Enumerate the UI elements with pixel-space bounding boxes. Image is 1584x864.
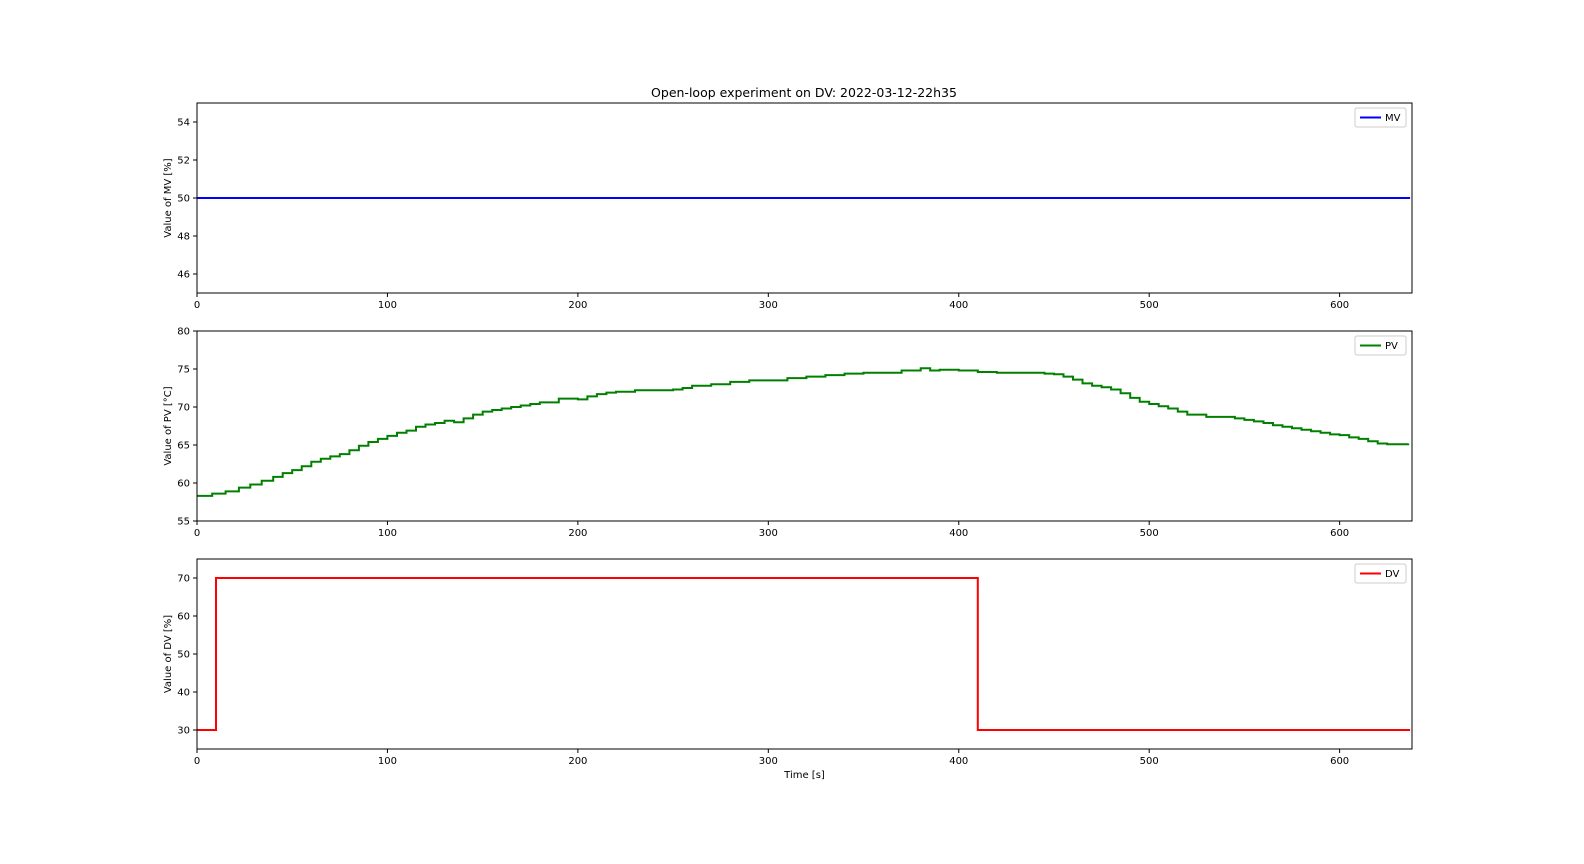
x-tick-label: 500 [1140,300,1159,311]
legend: PV [1354,335,1407,356]
chart-title: Open-loop experiment on DV: 2022-03-12-2… [651,85,957,100]
y-tick-label: 65 [177,441,190,452]
x-tick-label: 100 [378,528,397,539]
x-tick-label: 200 [568,300,587,311]
plot-frame [196,330,1413,522]
x-tick-label: 400 [949,528,968,539]
y-tick-label: 54 [177,118,190,129]
x-tick-label: 300 [759,300,778,311]
y-tick-label: 50 [177,650,190,661]
x-tick-label: 200 [568,756,587,767]
series-line-dv [197,577,1411,731]
legend: MV [1354,107,1407,128]
x-tick-label: 300 [759,756,778,767]
legend: DV [1354,563,1407,584]
y-tick-label: 80 [177,327,190,338]
x-tick-label: 600 [1330,528,1349,539]
x-tick-label: 600 [1330,300,1349,311]
y-axis-label: Value of MV [%] [163,158,174,238]
x-tick-label: 300 [759,528,778,539]
y-tick-label: 52 [177,156,190,167]
y-tick-label: 40 [177,688,190,699]
subplot-2: 0 100 200 300 400 500 600 55 60 65 70 75 80 Value of … [163,327,1413,539]
x-tick-label: 200 [568,528,587,539]
subplot-3: 0 100 200 300 400 500 600 30 40 50 60 70 Value of DV… [163,558,1413,781]
y-axis-label: Value of DV [%] [163,615,174,693]
y-tick-label: 70 [177,574,190,585]
series-line-pv [197,367,1410,497]
legend-label: PV [1385,341,1398,352]
y-tick-label: 75 [177,365,190,376]
y-tick-label: 50 [177,194,190,205]
x-tick-label: 500 [1140,528,1159,539]
x-tick-label: 600 [1330,756,1349,767]
subplot-1: 0 100 200 300 400 500 600 46 48 50 52 54 Value of MV… [163,102,1413,311]
y-tick-label: 46 [177,270,190,281]
y-tick-label: 60 [177,479,190,490]
plot-frame [196,558,1413,750]
x-tick-label: 500 [1140,756,1159,767]
x-tick-label: 0 [194,756,200,767]
x-tick-label: 0 [194,300,200,311]
x-tick-label: 100 [378,756,397,767]
x-axis-label: Time [s] [783,770,825,781]
y-axis-label: Value of PV [°C] [163,386,174,465]
legend-label: DV [1385,569,1400,580]
y-tick-label: 55 [177,517,190,528]
x-tick-label: 400 [949,300,968,311]
x-tick-label: 100 [378,300,397,311]
y-tick-label: 48 [177,232,190,243]
legend-label: MV [1385,113,1401,124]
x-tick-label: 0 [194,528,200,539]
y-tick-label: 30 [177,726,190,737]
x-tick-label: 400 [949,756,968,767]
y-tick-label: 60 [177,612,190,623]
y-tick-label: 70 [177,403,190,414]
